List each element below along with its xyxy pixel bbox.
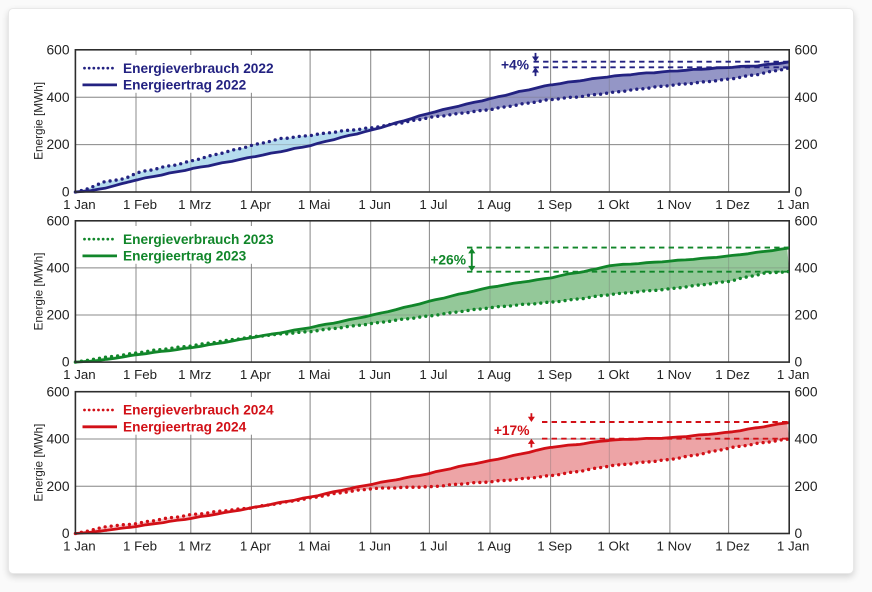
svg-text:1 Aug: 1 Aug [477, 367, 511, 382]
svg-text:Energieertrag 2022: Energieertrag 2022 [123, 78, 247, 93]
svg-text:1 Feb: 1 Feb [123, 197, 157, 212]
svg-text:1 Dez: 1 Dez [715, 197, 750, 212]
svg-text:1 Jan: 1 Jan [777, 197, 810, 212]
svg-text:1 Sep: 1 Sep [537, 538, 572, 553]
svg-text:Energieverbrauch 2023: Energieverbrauch 2023 [123, 232, 274, 247]
svg-text:1 Jul: 1 Jul [419, 197, 447, 212]
svg-text:1 Jan: 1 Jan [63, 197, 96, 212]
svg-text:1 Nov: 1 Nov [657, 197, 692, 212]
svg-text:1 Nov: 1 Nov [657, 367, 692, 382]
svg-text:Energieverbrauch 2022: Energieverbrauch 2022 [123, 61, 274, 76]
svg-text:1 Jun: 1 Jun [358, 538, 391, 553]
svg-text:+4%: +4% [501, 57, 529, 72]
svg-text:1 Feb: 1 Feb [123, 538, 157, 553]
svg-text:1 Dez: 1 Dez [715, 367, 750, 382]
svg-text:600: 600 [795, 42, 818, 57]
svg-text:1 Mrz: 1 Mrz [178, 538, 211, 553]
svg-text:1 Okt: 1 Okt [597, 538, 629, 553]
svg-text:400: 400 [795, 90, 818, 105]
svg-text:1 Okt: 1 Okt [597, 367, 629, 382]
svg-text:1 Feb: 1 Feb [123, 367, 157, 382]
svg-text:600: 600 [795, 213, 818, 228]
svg-text:+26%: +26% [430, 253, 466, 268]
svg-text:400: 400 [46, 432, 69, 447]
svg-text:1 Apr: 1 Apr [240, 367, 272, 382]
svg-text:Energie [MWh]: Energie [MWh] [32, 424, 46, 502]
svg-text:1 Jan: 1 Jan [63, 367, 96, 382]
svg-text:600: 600 [46, 42, 69, 57]
svg-text:200: 200 [46, 479, 69, 494]
svg-text:0: 0 [795, 526, 803, 541]
svg-text:1 Sep: 1 Sep [537, 367, 572, 382]
svg-text:1 Mrz: 1 Mrz [178, 197, 211, 212]
svg-text:1 Mai: 1 Mai [298, 367, 331, 382]
svg-text:1 Jul: 1 Jul [419, 538, 447, 553]
svg-text:1 Jul: 1 Jul [419, 367, 447, 382]
svg-text:0: 0 [795, 185, 803, 200]
svg-text:1 Okt: 1 Okt [597, 197, 629, 212]
svg-text:Energieertrag 2023: Energieertrag 2023 [123, 249, 247, 264]
svg-text:200: 200 [795, 308, 818, 323]
svg-text:1 Aug: 1 Aug [477, 197, 511, 212]
svg-text:1 Sep: 1 Sep [537, 197, 572, 212]
svg-text:1 Aug: 1 Aug [477, 538, 511, 553]
svg-text:1 Jun: 1 Jun [358, 367, 391, 382]
svg-text:1 Mai: 1 Mai [298, 197, 331, 212]
svg-text:600: 600 [795, 384, 818, 399]
svg-text:600: 600 [46, 384, 69, 399]
svg-text:+17%: +17% [494, 423, 530, 438]
svg-text:200: 200 [795, 137, 818, 152]
svg-text:600: 600 [46, 213, 69, 228]
svg-text:0: 0 [62, 526, 70, 541]
svg-text:1 Jan: 1 Jan [777, 538, 810, 553]
svg-text:400: 400 [46, 90, 69, 105]
svg-text:1 Jan: 1 Jan [63, 538, 96, 553]
svg-text:0: 0 [62, 185, 70, 200]
svg-text:Energieertrag 2024: Energieertrag 2024 [123, 420, 247, 435]
svg-text:Energie [MWh]: Energie [MWh] [32, 82, 46, 160]
svg-text:1 Jun: 1 Jun [358, 197, 391, 212]
svg-text:1 Apr: 1 Apr [240, 538, 272, 553]
svg-text:1 Dez: 1 Dez [715, 538, 750, 553]
svg-text:1 Mrz: 1 Mrz [178, 367, 211, 382]
svg-text:1 Nov: 1 Nov [657, 538, 692, 553]
svg-text:400: 400 [795, 432, 818, 447]
svg-text:0: 0 [62, 355, 70, 370]
svg-text:1 Jan: 1 Jan [777, 367, 810, 382]
svg-text:1 Mai: 1 Mai [298, 538, 331, 553]
svg-text:Energie [MWh]: Energie [MWh] [32, 252, 46, 330]
svg-text:400: 400 [46, 261, 69, 276]
svg-text:400: 400 [795, 261, 818, 276]
svg-text:Energieverbrauch 2024: Energieverbrauch 2024 [123, 403, 274, 418]
svg-text:200: 200 [46, 137, 69, 152]
svg-text:200: 200 [795, 479, 818, 494]
svg-text:1 Apr: 1 Apr [240, 197, 272, 212]
svg-text:200: 200 [46, 308, 69, 323]
svg-text:0: 0 [795, 355, 803, 370]
